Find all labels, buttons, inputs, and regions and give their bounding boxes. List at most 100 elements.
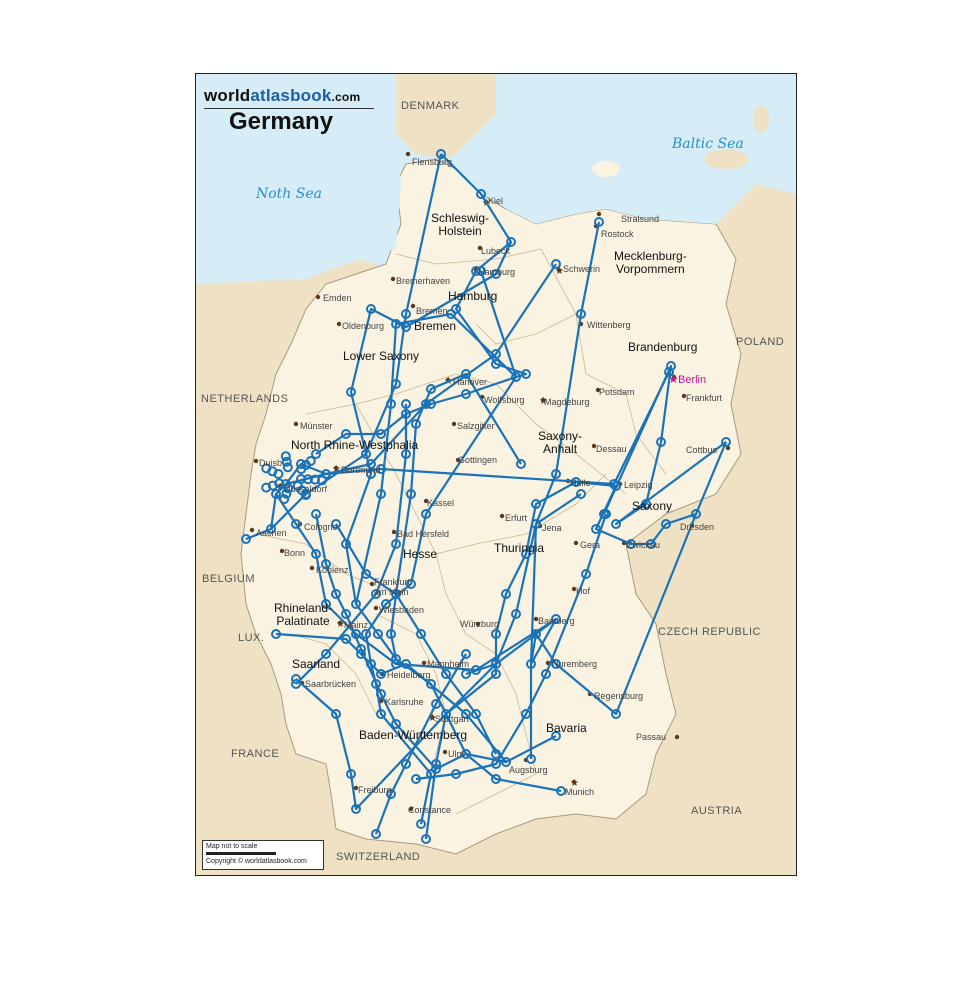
route-waypoint [331,589,341,599]
route-path [335,523,497,755]
route-waypoint [261,482,272,493]
route-waypoint [611,481,621,491]
scale-legend: Map not to scale Copyright © worldatlasb… [202,840,324,870]
route-waypoint [281,488,292,499]
route-path [270,153,443,530]
route-waypoint [581,569,591,579]
brand-logo: worldatlasbook.com [204,86,360,106]
route-waypoint [341,429,351,439]
route-waypoint [291,519,301,529]
city-dot [591,443,597,449]
city-dot [293,421,299,427]
route-waypoint [391,589,401,599]
route-waypoint [511,372,521,382]
city-label: Cottbus [686,445,718,455]
city-label: Regensburg [594,691,644,701]
capital-star-icon: ★ [336,619,345,630]
city-label: Rostock [601,229,634,239]
brand-divider [204,108,374,109]
route-waypoint [311,549,321,559]
route-path [364,376,517,825]
route-waypoint [426,769,436,779]
baltic-sea [496,74,796,224]
country-label: POLAND [736,336,785,348]
route-waypoint [611,519,621,529]
country-label: FRANCE [231,748,280,760]
route-waypoint [576,309,586,319]
city-label: Stuttgart [435,714,470,724]
map-frame: ★ ★ ★ ★ ★ ★ ★ ★ ★ ★ worldatlasbook.com Germany No… [195,73,797,876]
country-label: NETHERLANDS [201,393,289,405]
route-waypoint [376,689,386,699]
city-label: Kiel [488,196,504,206]
route-waypoint [491,749,501,759]
route-path [465,513,698,716]
route-waypoint [451,769,461,779]
route-waypoint [551,659,561,669]
capital-star-icon: ★ [539,396,548,407]
route-waypoint [516,459,526,469]
scale-note: Map not to scale [206,843,258,850]
city-label: Munich [565,787,595,797]
state-label: Schleswig- Holstein [431,212,489,238]
route-waypoint [401,449,411,459]
city-label: Halle [570,478,591,488]
berlin-star-icon: ★ [668,372,679,386]
city-label: Würzburg [460,619,500,629]
route-waypoint [366,304,376,314]
city-dot [421,660,427,666]
city-dot [475,621,481,627]
route-waypoint [371,589,381,599]
route-waypoint [491,774,501,784]
route-waypoint [491,349,501,359]
route-waypoint [451,304,461,314]
north-sea [196,74,401,284]
state-label: North Rhine-Westphalia [291,438,419,452]
route-waypoint [611,709,621,719]
route-waypoint [321,559,331,569]
city-label: Düsseldorf [284,484,328,494]
route-waypoint [526,754,536,764]
route-waypoint [401,309,411,319]
state-label: Bavaria [546,721,587,735]
city-dot [410,303,416,309]
route-waypoint [331,709,341,719]
scale-bar [206,852,276,855]
route-waypoint [476,189,486,199]
city-label: Magdeburg [544,397,590,407]
route-waypoint [373,629,383,639]
route-waypoint [551,259,561,269]
city-dot [353,785,359,791]
city-label: Nuremberg [552,659,598,669]
route-waypoint [401,759,411,769]
city-dot [369,581,375,587]
city-label: Dresden [680,522,715,532]
city-label: Ulm [448,749,464,759]
route-waypoint [371,679,381,689]
route-waypoint [261,463,272,474]
route-waypoint [366,469,376,479]
route-waypoint [646,539,656,549]
country-label: BELGIUM [202,573,256,585]
city-dot [309,565,315,571]
route-waypoint [376,489,386,499]
route-waypoint [441,709,451,719]
state-label: Saxony- Anhalt [538,430,582,456]
city-label: Wolfsburg [484,395,525,405]
route-waypoint [551,731,561,741]
city-label: Mannheim [427,659,470,669]
city-label: Dessau [596,444,627,454]
route-waypoint [626,539,636,549]
state-line: Vorpommern [616,262,685,276]
route-waypoint [376,464,386,474]
route-waypoint [461,389,471,399]
route-waypoint [386,399,396,409]
route-waypoint [361,629,371,639]
city-dot [595,387,601,393]
route-waypoint [341,539,351,549]
route-waypoint [416,819,426,829]
route-waypoint [421,399,431,409]
route-waypoint [511,609,521,619]
state-label: Bremen [414,319,457,333]
state-label: Hamburg [448,289,498,303]
